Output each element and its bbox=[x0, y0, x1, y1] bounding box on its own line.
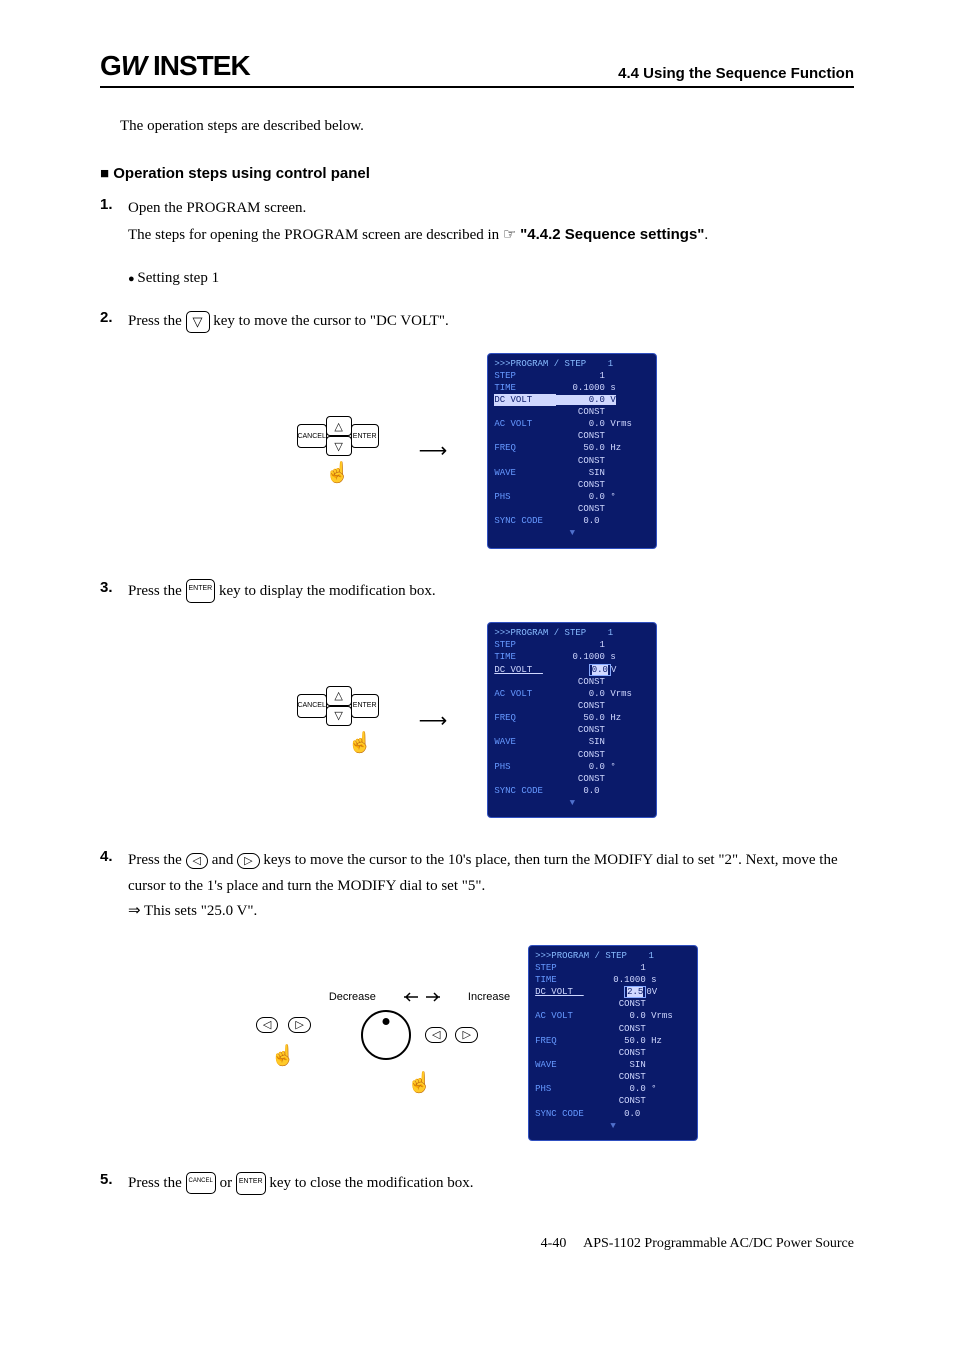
hand-pointer-icon: ☝ bbox=[297, 730, 379, 755]
enter-key-icon: ENTER bbox=[351, 694, 379, 718]
keypad-illustration: CANCEL △ ▽ ENTER ☝ bbox=[297, 416, 379, 485]
step-2: 2. Press the key to move the cursor to "… bbox=[100, 309, 854, 335]
step-1-number: 1. bbox=[100, 196, 128, 248]
figure-step4: ◁ ▷ ☝ Decrease Increase ◁ ▷ ☝ >>>PROGRAM… bbox=[100, 945, 854, 1141]
left-right-keys: ◁ ▷ bbox=[256, 1017, 311, 1033]
dial-knob-icon bbox=[361, 1010, 411, 1060]
left-key-icon: ◁ bbox=[425, 1027, 447, 1043]
enter-key-icon: ENTER bbox=[236, 1172, 266, 1195]
hand-pointer-icon: ☝ bbox=[407, 1070, 432, 1095]
cancel-key-icon: CANCEL bbox=[297, 694, 327, 718]
page-number: 4-40 bbox=[541, 1236, 567, 1251]
step-3: 3. Press the ENTER key to display the mo… bbox=[100, 579, 854, 605]
left-key-icon: ◁ bbox=[186, 853, 208, 869]
cancel-key-icon: CANCEL bbox=[297, 424, 327, 448]
increase-label: Increase bbox=[468, 991, 510, 1003]
up-key-icon: △ bbox=[326, 686, 352, 706]
step-2-number: 2. bbox=[100, 309, 128, 335]
figure-step3: CANCEL △ ▽ ENTER ☝ ⟶ >>>PROGRAM / STEP 1… bbox=[100, 622, 854, 818]
hand-pointer-icon: ☝ bbox=[271, 1043, 296, 1068]
down-key-icon bbox=[186, 311, 210, 333]
modify-dial: Decrease Increase ◁ ▷ ☝ bbox=[329, 990, 510, 1095]
down-key-icon: ▽ bbox=[326, 706, 352, 726]
operation-heading: Operation steps using control panel bbox=[100, 165, 854, 182]
enter-key-icon: ENTER bbox=[186, 579, 216, 602]
lcd-screen-1: >>>PROGRAM / STEP 1STEP 1TIME 0.1000 sDC… bbox=[487, 353, 657, 549]
step-1-line2: The steps for opening the PROGRAM screen… bbox=[128, 222, 854, 249]
arrow-right-icon: ⟶ bbox=[419, 708, 448, 733]
right-key-icon: ▷ bbox=[455, 1027, 477, 1043]
right-key-icon: ▷ bbox=[237, 853, 259, 869]
decrease-label: Decrease bbox=[329, 991, 376, 1003]
step-1-body: Open the PROGRAM screen. The steps for o… bbox=[128, 196, 854, 248]
section-title: 4.4 Using the Sequence Function bbox=[618, 65, 854, 82]
figure-step2: CANCEL △ ▽ ENTER ☝ ⟶ >>>PROGRAM / STEP 1… bbox=[100, 353, 854, 549]
step-4: 4. Press the ◁ and ▷ keys to move the cu… bbox=[100, 848, 854, 925]
hand-pointer-icon: ☝ bbox=[297, 460, 379, 485]
right-key-icon: ▷ bbox=[288, 1017, 310, 1033]
setting-step-bullet: Setting step 1 bbox=[128, 270, 854, 287]
page-footer: 4-40 APS-1102 Programmable AC/DC Power S… bbox=[100, 1236, 854, 1252]
step-4-body: Press the ◁ and ▷ keys to move the curso… bbox=[128, 848, 854, 925]
step-2-body: Press the key to move the cursor to "DC … bbox=[128, 309, 854, 335]
page-header: GW INSTEK 4.4 Using the Sequence Functio… bbox=[100, 50, 854, 88]
step-1: 1. Open the PROGRAM screen. The steps fo… bbox=[100, 196, 854, 248]
brand-logo: GW INSTEK bbox=[100, 50, 250, 82]
cancel-key-icon: CANCEL bbox=[186, 1172, 216, 1194]
step-5-body: Press the CANCEL or ENTER key to close t… bbox=[128, 1171, 854, 1197]
keypad-illustration: CANCEL △ ▽ ENTER ☝ bbox=[297, 686, 379, 755]
step-4-number: 4. bbox=[100, 848, 128, 925]
step-1-line1: Open the PROGRAM screen. bbox=[128, 196, 854, 222]
dial-arrows-icon bbox=[402, 990, 442, 1004]
up-key-icon: △ bbox=[326, 416, 352, 436]
step-4-result: ⇒ This sets "25.0 V". bbox=[128, 899, 854, 925]
enter-key-icon: ENTER bbox=[351, 424, 379, 448]
step-5: 5. Press the CANCEL or ENTER key to clos… bbox=[100, 1171, 854, 1197]
lcd-screen-2: >>>PROGRAM / STEP 1STEP 1TIME 0.1000 sDC… bbox=[487, 622, 657, 818]
reference-icon: ☞ bbox=[503, 227, 520, 243]
arrow-right-icon: ⟶ bbox=[419, 438, 448, 463]
step-5-number: 5. bbox=[100, 1171, 128, 1197]
lcd-screen-3: >>>PROGRAM / STEP 1STEP 1TIME 0.1000 sDC… bbox=[528, 945, 698, 1141]
step-3-body: Press the ENTER key to display the modif… bbox=[128, 579, 854, 605]
step-3-number: 3. bbox=[100, 579, 128, 605]
intro-text: The operation steps are described below. bbox=[120, 118, 854, 135]
footer-title: APS-1102 Programmable AC/DC Power Source bbox=[583, 1236, 854, 1251]
left-key-icon: ◁ bbox=[256, 1017, 278, 1033]
reference-link: "4.4.2 Sequence settings" bbox=[520, 226, 704, 243]
down-key-icon: ▽ bbox=[326, 436, 352, 456]
